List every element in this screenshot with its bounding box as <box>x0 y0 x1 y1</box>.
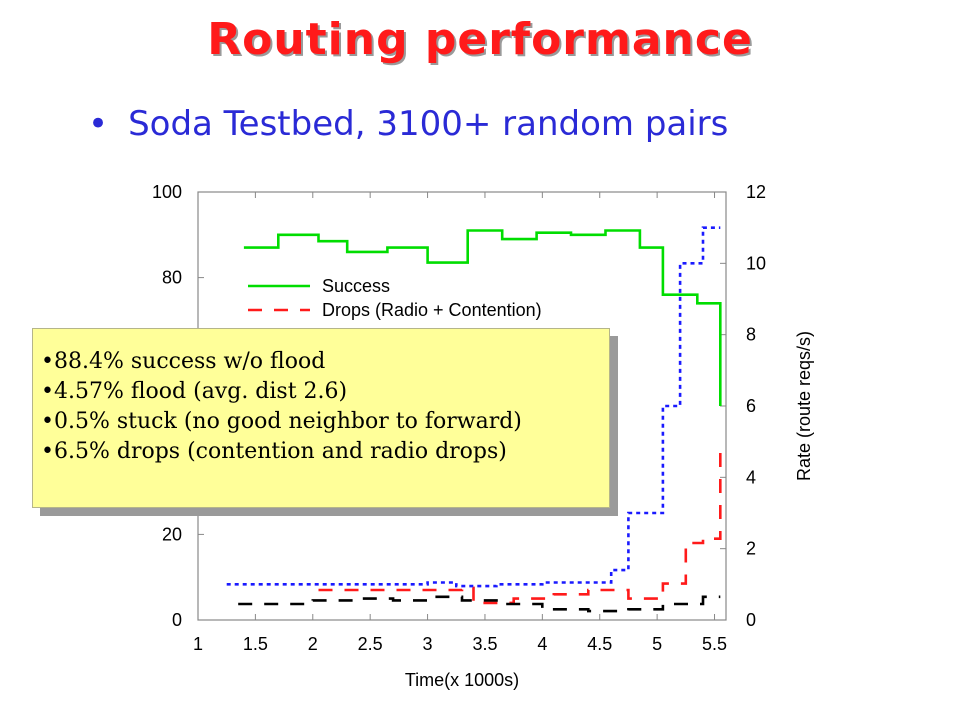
x-axis-label: Time(x 1000s) <box>405 670 519 690</box>
y-right-tick-label: 10 <box>746 253 766 273</box>
series-line-2 <box>318 448 722 605</box>
y-left-tick-label: 0 <box>172 610 182 630</box>
slide-title: Routing performance <box>207 14 753 65</box>
series-line-4 <box>238 595 721 613</box>
y-right-axis-label: Rate (route reqs/s) <box>794 331 814 481</box>
y-left-tick-label: 100 <box>152 182 182 202</box>
x-tick-label: 3 <box>423 634 433 654</box>
y-right-tick-label: 0 <box>746 610 756 630</box>
summary-callout: •88.4% success w/o flood •4.57% flood (a… <box>32 328 610 508</box>
legend-label: Success <box>322 276 390 296</box>
series-line-3 <box>226 226 721 588</box>
x-tick-label: 2.5 <box>358 634 383 654</box>
y-right-tick-label: 6 <box>746 396 756 416</box>
callout-item-success: •88.4% success w/o flood <box>41 349 326 374</box>
x-tick-label: 4 <box>537 634 547 654</box>
legend-label: Drops (Radio + Contention) <box>322 300 542 320</box>
bullet-marker: • <box>88 104 109 144</box>
x-tick-label: 1 <box>193 634 203 654</box>
y-right-tick-label: 12 <box>746 182 766 202</box>
y-left-tick-label: 80 <box>162 268 182 288</box>
x-tick-label: 1.5 <box>243 634 268 654</box>
x-tick-label: 2 <box>308 634 318 654</box>
callout-item-flood: •4.57% flood (avg. dist 2.6) <box>41 379 348 404</box>
x-tick-label: 3.5 <box>472 634 497 654</box>
x-tick-label: 5.5 <box>702 634 727 654</box>
subtitle-bullet: • Soda Testbed, 3100+ random pairs <box>88 104 728 144</box>
y-right-tick-label: 4 <box>746 467 756 487</box>
subtitle-text: Soda Testbed, 3100+ random pairs <box>128 104 729 144</box>
x-tick-label: 4.5 <box>587 634 612 654</box>
callout-item-drops: •6.5% drops (contention and radio drops) <box>41 439 507 464</box>
y-right-tick-label: 2 <box>746 539 756 559</box>
y-left-tick-label: 20 <box>162 524 182 544</box>
callout-item-stuck: •0.5% stuck (no good neighbor to forward… <box>41 409 522 434</box>
y-right-tick-label: 8 <box>746 325 756 345</box>
series-line-1 <box>243 229 722 406</box>
x-tick-label: 5 <box>652 634 662 654</box>
